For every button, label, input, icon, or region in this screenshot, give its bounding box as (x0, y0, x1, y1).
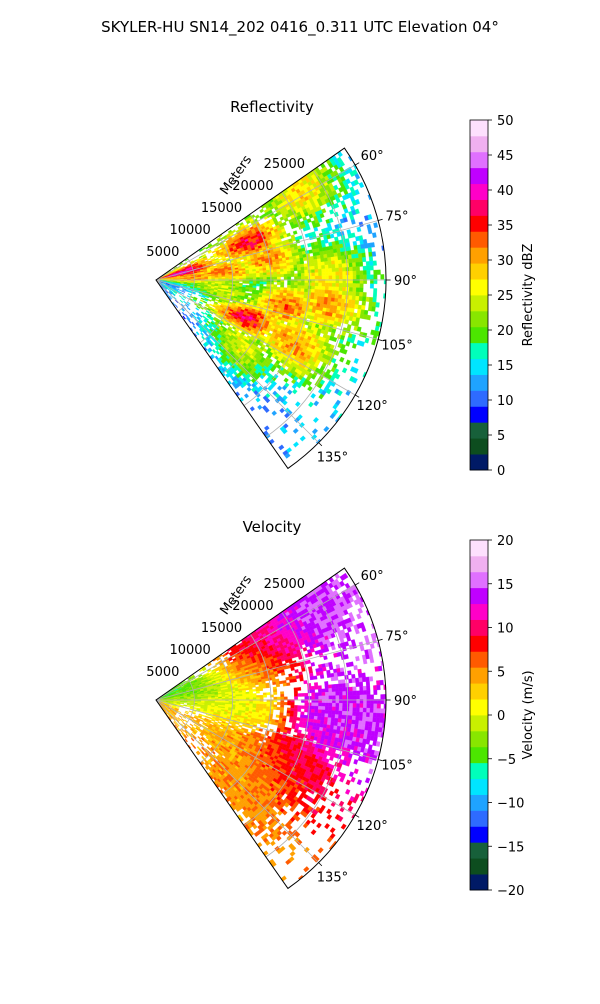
colorbar-swatch (470, 572, 488, 588)
colorbar-swatch (470, 406, 488, 422)
colorbar-tick-label: 10 (497, 394, 514, 409)
colorbar-tick-label: 40 (497, 184, 514, 199)
azimuth-tick-label: 105° (381, 759, 412, 774)
colorbar-tick-label: 5 (497, 429, 505, 444)
colorbar-tick-label: 50 (497, 114, 514, 129)
reflectivity-panel: Reflectivity 60° 75° 90° 105° 120° 135° 5000 100… (146, 98, 417, 468)
colorbar-swatch (470, 699, 488, 715)
colorbar-swatch (470, 556, 488, 572)
colorbar-swatch (470, 438, 488, 454)
azimuth-tick-label: 135° (317, 870, 348, 885)
radar-field (158, 151, 387, 458)
colorbar-swatch (470, 247, 488, 263)
colorbar-tick-label: 20 (497, 534, 514, 549)
colorbar-swatch (470, 200, 488, 216)
colorbar-swatch (470, 168, 488, 184)
colorbar-swatch (470, 651, 488, 667)
colorbar-swatch (470, 667, 488, 683)
range-tick-label: 25000 (264, 157, 305, 172)
azimuth-tick-label: 135° (317, 450, 348, 465)
colorbar-tick-label: 10 (497, 622, 514, 637)
colorbar-swatch (470, 683, 488, 699)
azimuth-tick-label: 60° (361, 149, 384, 164)
colorbar-tick-label: 30 (497, 254, 514, 269)
panel-title: Velocity (243, 518, 302, 536)
azimuth-tick-label: 90° (394, 274, 417, 289)
figure-title: SKYLER-HU SN14_202 0416_0.311 UTC Elevat… (101, 18, 499, 37)
colorbar-swatch (470, 858, 488, 874)
colorbar-swatch (470, 184, 488, 200)
range-tick-label: 5000 (146, 665, 179, 680)
colorbar-swatch (470, 327, 488, 343)
range-tick-label: 15000 (201, 621, 242, 636)
colorbar-tick-label: 20 (497, 324, 514, 339)
colorbar-swatch (470, 874, 488, 890)
azimuth-tick-label: 120° (356, 819, 387, 834)
range-tick-label: 10000 (169, 223, 210, 238)
velocity-panel: Velocity 60° 75° 90° 105° 120° 135° 5000 10000 15… (146, 518, 417, 888)
colorbar-swatch (470, 604, 488, 620)
colorbar-swatch (470, 540, 488, 556)
velocity-colorbar: −20 −15 −10 −5 0 5 10 15 20 Velocity (m/s) (470, 534, 536, 899)
colorbar-swatch (470, 120, 488, 136)
colorbar-swatch (470, 795, 488, 811)
colorbar-swatch (470, 763, 488, 779)
colorbar-swatch (470, 152, 488, 168)
colorbar-tick-label: −5 (497, 753, 516, 768)
colorbar-tick-label: 0 (497, 709, 505, 724)
colorbar-tick-label: 35 (497, 219, 514, 234)
colorbar-swatch (470, 454, 488, 470)
colorbar-swatch (470, 779, 488, 795)
colorbar-tick-label: −10 (497, 797, 524, 812)
colorbar-swatch (470, 263, 488, 279)
colorbar-swatch (470, 826, 488, 842)
colorbar-label: Velocity (m/s) (521, 670, 536, 759)
colorbar-swatch (470, 620, 488, 636)
azimuth-tick-label: 105° (381, 339, 412, 354)
colorbar-swatch (470, 715, 488, 731)
azimuth-tick-label: 60° (361, 569, 384, 584)
colorbar-swatch (470, 588, 488, 604)
colorbar-swatch (470, 279, 488, 295)
colorbar-tick-label: 15 (497, 578, 514, 593)
azimuth-tick-label: 90° (394, 694, 417, 709)
colorbar-swatch (470, 375, 488, 391)
colorbar-swatch (470, 390, 488, 406)
colorbar-swatch (470, 635, 488, 651)
range-tick-label: 10000 (169, 643, 210, 658)
colorbar-swatch (470, 359, 488, 375)
colorbar-tick-label: −15 (497, 840, 524, 855)
colorbar-tick-label: 25 (497, 289, 514, 304)
range-tick-label: 5000 (146, 245, 179, 260)
colorbar-swatch (470, 215, 488, 231)
colorbar-tick-label: 5 (497, 665, 505, 680)
range-tick-label: 25000 (264, 577, 305, 592)
azimuth-tick-label: 75° (386, 629, 409, 644)
range-tick-label: 15000 (201, 201, 242, 216)
panel-title: Reflectivity (230, 98, 314, 116)
colorbar-swatch (470, 422, 488, 438)
colorbar-tick-label: 0 (497, 464, 505, 479)
colorbar-swatch (470, 343, 488, 359)
radar-field (158, 573, 387, 881)
azimuth-tick-label: 75° (386, 209, 409, 224)
colorbar-swatch (470, 747, 488, 763)
colorbar-swatch (470, 295, 488, 311)
colorbar-swatch (470, 311, 488, 327)
colorbar-swatch (470, 231, 488, 247)
colorbar-swatch (470, 136, 488, 152)
colorbar-tick-label: 15 (497, 359, 514, 374)
colorbar-swatch (470, 810, 488, 826)
azimuth-tick-label: 120° (356, 399, 387, 414)
colorbar-tick-label: 45 (497, 149, 514, 164)
reflectivity-colorbar: 0 5 10 15 20 25 30 35 40 45 50 Reflectivity dBZ (470, 114, 536, 479)
colorbar-swatch (470, 842, 488, 858)
colorbar-swatch (470, 731, 488, 747)
colorbar-label: Reflectivity dBZ (521, 244, 536, 347)
colorbar-tick-label: −20 (497, 884, 524, 899)
